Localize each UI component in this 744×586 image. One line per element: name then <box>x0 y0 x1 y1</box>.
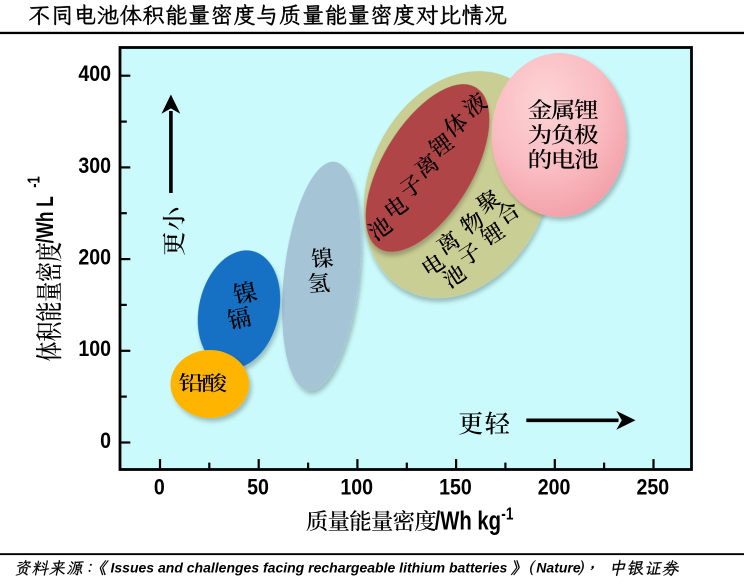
svg-text:100: 100 <box>340 475 373 500</box>
svg-text:100: 100 <box>78 337 111 362</box>
svg-text:300: 300 <box>78 154 111 179</box>
svg-text:200: 200 <box>538 475 571 500</box>
svg-text:Issues and challenges facing r: Issues and challenges facing rechargeabl… <box>111 559 508 575</box>
svg-text:50: 50 <box>247 475 269 500</box>
svg-text:/Wh L: /Wh L <box>32 196 58 243</box>
svg-text:Nature: Nature <box>536 559 581 575</box>
svg-text:/Wh kg: /Wh kg <box>435 506 501 535</box>
svg-text:0: 0 <box>154 475 165 500</box>
svg-text:-1: -1 <box>25 176 45 188</box>
svg-text:250: 250 <box>636 475 669 500</box>
svg-text:0: 0 <box>100 429 111 454</box>
svg-text:-1: -1 <box>501 505 513 524</box>
svg-text:150: 150 <box>439 475 472 500</box>
svg-text:400: 400 <box>78 62 111 87</box>
svg-text:200: 200 <box>78 245 111 270</box>
